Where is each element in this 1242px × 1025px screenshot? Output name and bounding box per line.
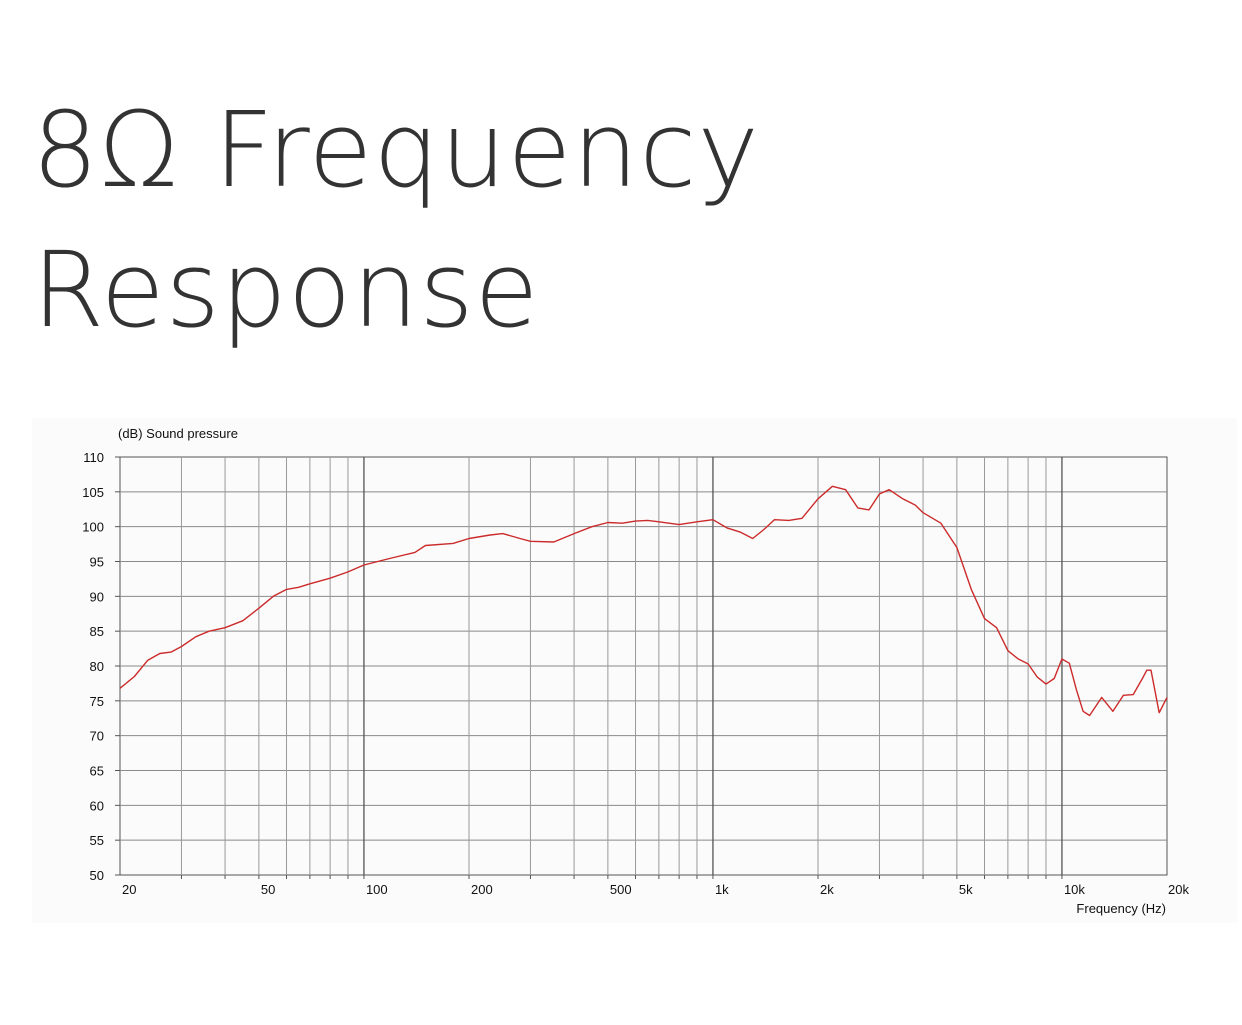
y-tick-label: 55 bbox=[90, 833, 104, 848]
x-tick-label: 50 bbox=[261, 882, 275, 897]
x-tick-label: 5k bbox=[959, 882, 973, 897]
page-title-line-2: Response bbox=[32, 229, 540, 351]
x-tick-label: 100 bbox=[366, 882, 388, 897]
y-tick-label: 70 bbox=[90, 729, 104, 744]
x-tick-label: 1k bbox=[715, 882, 729, 897]
y-tick-label: 110 bbox=[83, 450, 104, 465]
grid-layer bbox=[119, 456, 1168, 879]
frequency-response-chart: 50 55 60 65 70 75 80 85 90 95 100 105 110 20 50 100 200… bbox=[82, 426, 1189, 916]
y-tick-label: 90 bbox=[90, 589, 104, 604]
y-tick-label: 60 bbox=[90, 798, 104, 813]
x-axis-title: Frequency (Hz) bbox=[1076, 901, 1166, 916]
y-tick-label: 85 bbox=[90, 624, 104, 639]
page-title-line-1: 8Ω Frequency bbox=[32, 89, 760, 211]
y-tick-label: 65 bbox=[90, 764, 104, 779]
y-tick-label: 100 bbox=[82, 520, 104, 535]
y-tick-label: 50 bbox=[90, 868, 104, 883]
y-tick-label: 105 bbox=[82, 485, 104, 500]
x-tick-label: 10k bbox=[1064, 882, 1085, 897]
x-tick-label: 20 bbox=[122, 882, 136, 897]
series-layer bbox=[119, 485, 1168, 717]
y-tick-labels: 50 55 60 65 70 75 80 85 90 95 100 105 110 bbox=[82, 450, 120, 883]
chart-panel: 50 55 60 65 70 75 80 85 90 95 100 105 110 20 50 100 200… bbox=[32, 418, 1237, 923]
x-tick-label: 500 bbox=[610, 882, 632, 897]
x-tick-label: 20k bbox=[1168, 882, 1189, 897]
y-tick-label: 75 bbox=[90, 694, 104, 709]
y-tick-label: 95 bbox=[90, 555, 104, 570]
x-tick-label: 2k bbox=[820, 882, 834, 897]
y-tick-label: 80 bbox=[90, 659, 104, 674]
series-line bbox=[119, 485, 1168, 717]
y-axis-title: (dB) Sound pressure bbox=[118, 426, 238, 441]
x-tick-labels: 20 50 100 200 500 1k 2k 5k 10k 20k bbox=[122, 882, 1189, 897]
page-title: 8Ω Frequency Response bbox=[32, 80, 1182, 360]
x-tick-label: 200 bbox=[471, 882, 493, 897]
